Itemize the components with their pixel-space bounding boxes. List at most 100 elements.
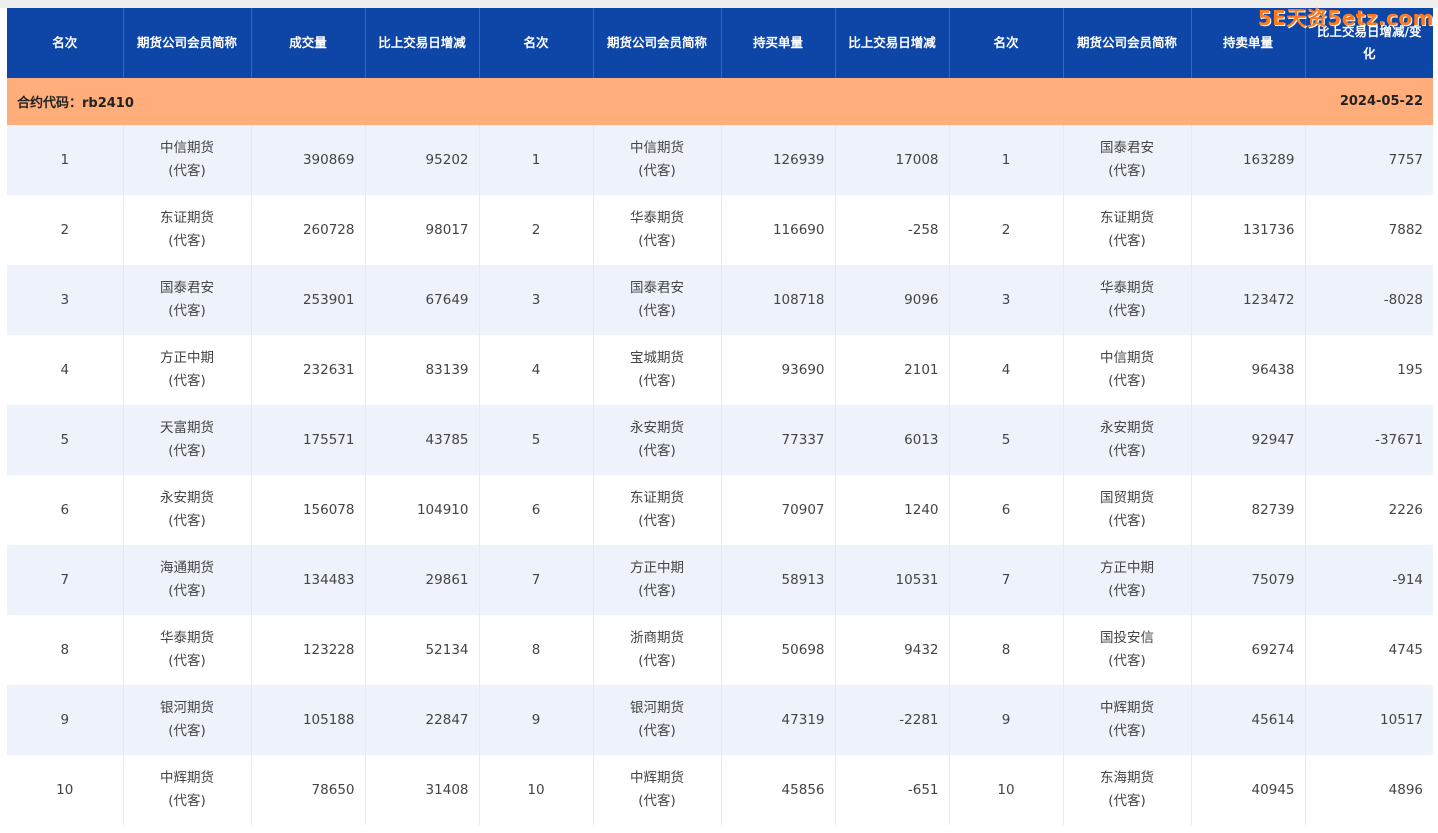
header-buy-positions: 持买单量 — [721, 8, 836, 78]
cell-volume: 134483 — [251, 545, 366, 615]
cell-sell-change: 10517 — [1305, 685, 1433, 755]
cell-rank-sell: 1 — [949, 125, 1064, 195]
cell-buy-positions: 93690 — [721, 335, 836, 405]
cell-rank-volume: 5 — [7, 405, 124, 475]
member-type: (代客) — [1108, 443, 1146, 459]
cell-volume-change: 95202 — [365, 125, 480, 195]
cell-sell-positions: 131736 — [1191, 195, 1306, 265]
cell-rank-volume: 3 — [7, 265, 124, 335]
cell-member-sell: 国泰君安 (代客) — [1063, 125, 1192, 195]
member-type: (代客) — [168, 513, 206, 529]
cell-sell-change: 7882 — [1305, 195, 1433, 265]
cell-buy-change: 9432 — [835, 615, 950, 685]
cell-member-volume: 中辉期货 (代客) — [123, 755, 252, 825]
member-type: (代客) — [1108, 303, 1146, 319]
cell-rank-volume: 9 — [7, 685, 124, 755]
cell-sell-change: 4896 — [1305, 755, 1433, 825]
cell-rank-buy: 7 — [479, 545, 594, 615]
cell-volume: 105188 — [251, 685, 366, 755]
top-strip — [0, 0, 1438, 8]
cell-rank-buy: 1 — [479, 125, 594, 195]
cell-rank-sell: 3 — [949, 265, 1064, 335]
table-row: 4 方正中期 (代客) 232631 83139 4 宝城期货 (代客) 93690 2101 4 中… — [7, 335, 1433, 405]
cell-sell-positions: 92947 — [1191, 405, 1306, 475]
member-name: 中信期货 — [1100, 350, 1154, 366]
member-type: (代客) — [1108, 373, 1146, 389]
member-type: (代客) — [638, 373, 676, 389]
cell-volume: 175571 — [251, 405, 366, 475]
member-name: 华泰期货 — [1100, 280, 1154, 296]
member-name: 东证期货 — [1100, 210, 1154, 226]
ranking-rows: 1 中信期货 (代客) 390869 95202 1 中信期货 (代客) 126939 17008… — [7, 125, 1433, 825]
cell-rank-sell: 6 — [949, 475, 1064, 545]
header-member-buy: 期货公司会员简称 — [593, 8, 722, 78]
member-type: (代客) — [638, 583, 676, 599]
contract-info-row: 合约代码：rb2410 2024-05-22 — [7, 78, 1433, 125]
member-name: 东证期货 — [630, 490, 684, 506]
cell-rank-sell: 9 — [949, 685, 1064, 755]
table-row: 7 海通期货 (代客) 134483 29861 7 方正中期 (代客) 58913 10531 7… — [7, 545, 1433, 615]
trade-date: 2024-05-22 — [721, 78, 1433, 125]
cell-sell-change: -37671 — [1305, 405, 1433, 475]
cell-member-volume: 方正中期 (代客) — [123, 335, 252, 405]
member-type: (代客) — [638, 513, 676, 529]
header-sell-change: 比上交易日增减/变化 — [1305, 8, 1433, 78]
member-type: (代客) — [168, 583, 206, 599]
cell-rank-sell: 10 — [949, 755, 1064, 825]
cell-buy-change: 2101 — [835, 335, 950, 405]
cell-rank-volume: 6 — [7, 475, 124, 545]
cell-rank-buy: 4 — [479, 335, 594, 405]
member-type: (代客) — [1108, 233, 1146, 249]
header-member-sell: 期货公司会员简称 — [1063, 8, 1192, 78]
cell-member-volume: 中信期货 (代客) — [123, 125, 252, 195]
cell-rank-buy: 2 — [479, 195, 594, 265]
cell-member-buy: 宝城期货 (代客) — [593, 335, 722, 405]
cell-member-volume: 东证期货 (代客) — [123, 195, 252, 265]
member-type: (代客) — [168, 443, 206, 459]
member-name: 国投安信 — [1100, 630, 1154, 646]
member-name: 国泰君安 — [160, 280, 214, 296]
cell-buy-change: 1240 — [835, 475, 950, 545]
member-name: 方正中期 — [630, 560, 684, 576]
cell-member-sell: 永安期货 (代客) — [1063, 405, 1192, 475]
cell-rank-sell: 5 — [949, 405, 1064, 475]
member-name: 国泰君安 — [630, 280, 684, 296]
member-name: 宝城期货 — [630, 350, 684, 366]
cell-rank-volume: 2 — [7, 195, 124, 265]
cell-volume-change: 67649 — [365, 265, 480, 335]
cell-buy-change: -258 — [835, 195, 950, 265]
member-type: (代客) — [168, 793, 206, 809]
cell-rank-sell: 4 — [949, 335, 1064, 405]
header-rank-sell: 名次 — [949, 8, 1064, 78]
member-name: 方正中期 — [1100, 560, 1154, 576]
member-type: (代客) — [1108, 583, 1146, 599]
cell-member-sell: 国投安信 (代客) — [1063, 615, 1192, 685]
cell-member-buy: 浙商期货 (代客) — [593, 615, 722, 685]
member-type: (代客) — [638, 233, 676, 249]
cell-rank-buy: 6 — [479, 475, 594, 545]
cell-rank-buy: 8 — [479, 615, 594, 685]
cell-member-volume: 天富期货 (代客) — [123, 405, 252, 475]
cell-volume: 156078 — [251, 475, 366, 545]
member-name: 中信期货 — [630, 140, 684, 156]
member-name: 国贸期货 — [1100, 490, 1154, 506]
watermark-logo: 5E天资5etz.com — [1257, 6, 1434, 30]
member-name: 永安期货 — [630, 420, 684, 436]
cell-rank-volume: 1 — [7, 125, 124, 195]
cell-sell-positions: 163289 — [1191, 125, 1306, 195]
header-volume-change: 比上交易日增减 — [365, 8, 480, 78]
member-type: (代客) — [1108, 163, 1146, 179]
member-type: (代客) — [638, 163, 676, 179]
cell-sell-change: 7757 — [1305, 125, 1433, 195]
contract-code: 合约代码：rb2410 — [7, 78, 721, 125]
cell-volume-change: 104910 — [365, 475, 480, 545]
cell-volume-change: 83139 — [365, 335, 480, 405]
cell-sell-change: 195 — [1305, 335, 1433, 405]
table-row: 3 国泰君安 (代客) 253901 67649 3 国泰君安 (代客) 108718 9096 3… — [7, 265, 1433, 335]
cell-rank-buy: 10 — [479, 755, 594, 825]
cell-member-sell: 华泰期货 (代客) — [1063, 265, 1192, 335]
cell-rank-volume: 7 — [7, 545, 124, 615]
header-volume: 成交量 — [251, 8, 366, 78]
cell-member-buy: 中信期货 (代客) — [593, 125, 722, 195]
cell-member-buy: 中辉期货 (代客) — [593, 755, 722, 825]
